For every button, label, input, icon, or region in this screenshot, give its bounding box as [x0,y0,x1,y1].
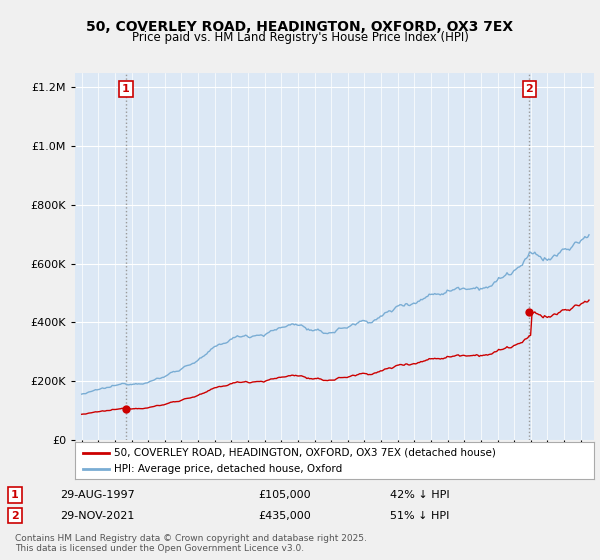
Text: 1: 1 [11,490,19,500]
Text: 42% ↓ HPI: 42% ↓ HPI [390,490,449,500]
Text: £435,000: £435,000 [258,511,311,521]
Text: 1: 1 [122,84,130,94]
Text: £105,000: £105,000 [258,490,311,500]
Text: 50, COVERLEY ROAD, HEADINGTON, OXFORD, OX3 7EX (detached house): 50, COVERLEY ROAD, HEADINGTON, OXFORD, O… [114,447,496,458]
Text: 29-AUG-1997: 29-AUG-1997 [60,490,135,500]
Text: 2: 2 [526,84,533,94]
Text: HPI: Average price, detached house, Oxford: HPI: Average price, detached house, Oxfo… [114,464,342,474]
Text: Contains HM Land Registry data © Crown copyright and database right 2025.
This d: Contains HM Land Registry data © Crown c… [15,534,367,553]
Text: Price paid vs. HM Land Registry's House Price Index (HPI): Price paid vs. HM Land Registry's House … [131,31,469,44]
Text: 2: 2 [11,511,19,521]
Text: 51% ↓ HPI: 51% ↓ HPI [390,511,449,521]
Text: 50, COVERLEY ROAD, HEADINGTON, OXFORD, OX3 7EX: 50, COVERLEY ROAD, HEADINGTON, OXFORD, O… [86,20,514,34]
Text: 29-NOV-2021: 29-NOV-2021 [60,511,134,521]
